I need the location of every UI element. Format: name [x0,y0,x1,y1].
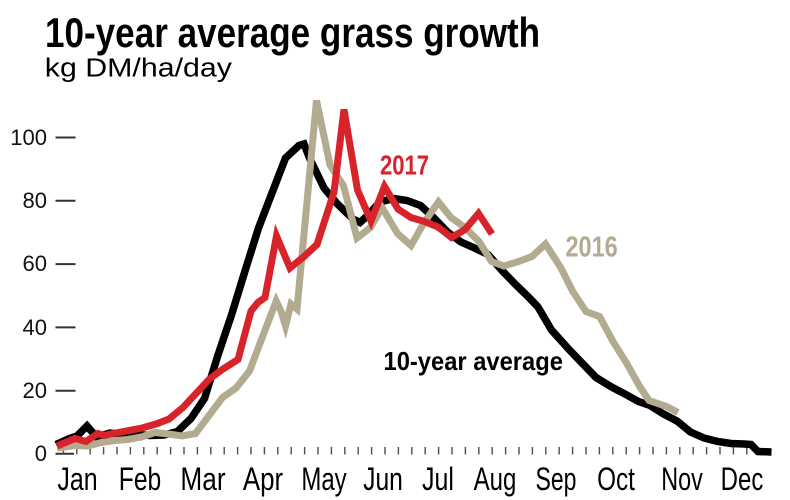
svg-text:Oct: Oct [597,462,635,498]
svg-text:2016: 2016 [566,230,618,263]
svg-text:Jul: Jul [422,462,454,498]
svg-text:40: 40 [23,315,47,340]
svg-text:Mar: Mar [180,463,225,498]
svg-text:Aug: Aug [474,461,517,497]
svg-text:Apr: Apr [243,463,284,498]
svg-text:10-year average: 10-year average [384,348,563,376]
svg-text:2017: 2017 [380,150,429,181]
svg-text:10-year average grass growth: 10-year average grass growth [45,10,540,57]
svg-text:Dec: Dec [721,461,764,497]
svg-text:20: 20 [23,378,47,403]
svg-text:0: 0 [35,441,47,466]
svg-text:Feb: Feb [119,462,161,498]
svg-text:May: May [301,461,347,497]
svg-text:80: 80 [23,188,47,213]
svg-text:Jun: Jun [363,462,403,498]
svg-text:kg DM/ha/day: kg DM/ha/day [45,54,232,82]
svg-text:Nov: Nov [661,461,703,496]
svg-text:100: 100 [10,125,47,150]
svg-text:Sep: Sep [536,461,577,497]
svg-text:60: 60 [23,251,47,276]
svg-text:Jan: Jan [57,462,97,498]
